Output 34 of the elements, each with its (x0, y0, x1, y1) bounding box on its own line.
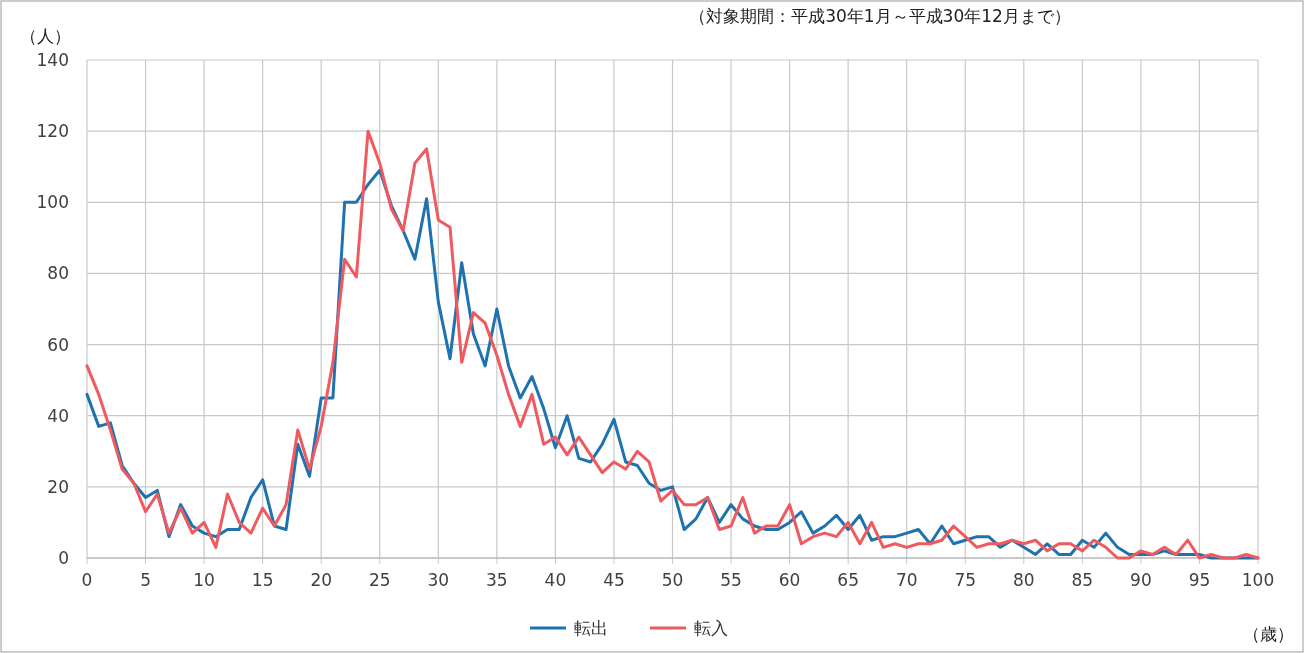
y-tick-label: 80 (47, 263, 69, 284)
y-axis-title: （人） (20, 26, 71, 46)
x-tick-label: 35 (486, 570, 508, 590)
x-tick-label: 25 (368, 570, 391, 590)
y-tick-label: 60 (47, 334, 69, 355)
x-tick-label: 50 (661, 570, 684, 590)
x-tick-label: 30 (427, 570, 450, 590)
x-tick-label: 75 (954, 570, 977, 590)
x-axis-title: （歳） (1243, 624, 1294, 644)
y-tick-label: 40 (47, 405, 69, 426)
x-tick-label: 5 (140, 570, 151, 590)
y-tick-label: 120 (36, 121, 69, 142)
legend-label: 転入 (694, 618, 728, 638)
y-tick-label: 20 (47, 476, 69, 497)
y-tick-label: 0 (58, 548, 69, 568)
x-tick-label: 0 (81, 570, 93, 590)
y-tick-label: 100 (36, 192, 69, 213)
x-tick-label: 45 (603, 570, 625, 590)
x-tick-label: 20 (310, 570, 333, 590)
y-tick-label: 140 (36, 50, 69, 70)
x-tick-label: 80 (1012, 570, 1035, 590)
legend-label: 転出 (574, 618, 608, 638)
x-tick-label: 100 (1241, 570, 1275, 590)
x-tick-label: 40 (544, 570, 567, 590)
x-tick-label: 15 (251, 570, 274, 590)
x-tick-label: 65 (837, 570, 859, 590)
x-tick-label: 70 (895, 570, 918, 590)
chart-subtitle: （対象期間：平成30年1月～平成30年12月まで） (689, 6, 1071, 26)
x-tick-label: 60 (778, 570, 801, 590)
x-tick-label: 10 (193, 570, 215, 590)
x-tick-label: 55 (720, 570, 742, 590)
x-tick-label: 90 (1130, 570, 1152, 590)
x-tick-label: 95 (1188, 570, 1211, 590)
x-tick-label: 85 (1071, 570, 1094, 590)
